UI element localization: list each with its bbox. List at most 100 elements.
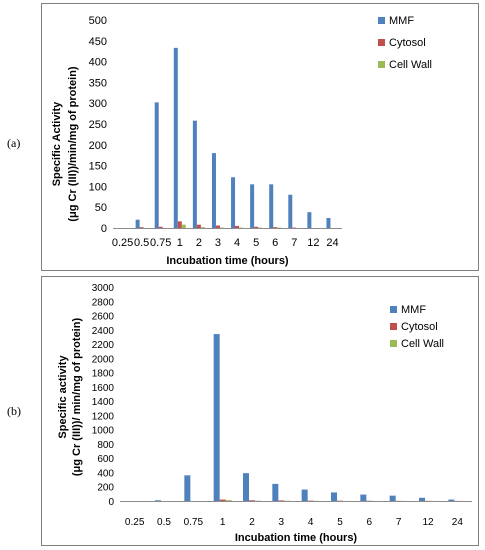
bar-cytosol [196, 224, 201, 228]
bar-cytosol [215, 225, 220, 228]
bar-cytosol [219, 499, 226, 501]
bar-mmf [213, 334, 220, 501]
x-tick-label: 24 [452, 517, 464, 528]
y-tick-label: 2000 [92, 354, 115, 365]
x-tick-label: 0.25 [112, 237, 133, 249]
x-tick-label: 24 [326, 237, 338, 249]
legend-swatch-cell-wall [390, 340, 397, 347]
bar-mmf [448, 499, 455, 501]
bar-cytosol [158, 226, 163, 228]
y-tick-label: 2800 [92, 297, 115, 308]
bar-mmf [154, 102, 159, 228]
panel-b-label: (b) [7, 404, 21, 418]
bar-cytosol [235, 225, 240, 228]
bar-mmf [135, 219, 140, 228]
y-tick-label: 100 [89, 181, 107, 193]
bar-mmf [184, 475, 191, 501]
y-tick-label: 1400 [92, 397, 115, 408]
y-tick-label: 50 [95, 202, 107, 214]
x-tick-label: 4 [308, 517, 314, 528]
legend-label-mmf: MMF [401, 304, 426, 316]
legend-swatch-cytosol [378, 39, 385, 46]
x-tick-label: 6 [272, 237, 278, 249]
legend-label-mmf: MMF [389, 15, 414, 27]
x-axis-title: Incubation time (hours) [166, 255, 289, 267]
x-tick-label: 0.25 [125, 517, 145, 528]
x-tick-label: 1 [177, 237, 183, 249]
x-tick-label: 0.75 [150, 237, 171, 249]
x-tick-label: 3 [215, 237, 221, 249]
y-tick-label: 350 [89, 77, 107, 89]
x-tick-label: 12 [422, 517, 434, 528]
bar-cytosol [249, 500, 255, 501]
bar-mmf [211, 153, 216, 228]
panel-a-frame [41, 3, 479, 271]
legend-label-cell-wall: Cell Wall [401, 338, 444, 350]
bar-mmf [231, 177, 236, 228]
bar-mmf [307, 212, 312, 228]
legend-swatch-cytosol [390, 323, 397, 330]
x-tick-label: 7 [396, 517, 402, 528]
y-axis-title-line-1: Specific activity [57, 355, 69, 439]
bar-mmf [288, 194, 293, 228]
y-tick-label: 400 [97, 468, 114, 479]
x-tick-label: 5 [253, 237, 259, 249]
x-tick-label: 3 [279, 517, 285, 528]
legend-label-cytosol: Cytosol [401, 321, 438, 333]
bar-mmf [243, 473, 249, 501]
panel-a-label: (a) [7, 136, 21, 150]
bar-mmf [173, 47, 178, 228]
legend-swatch-cell-wall [378, 61, 385, 68]
x-tick-label: 0.5 [134, 237, 149, 249]
bar-mmf [301, 489, 308, 501]
x-tick-label: 1 [220, 517, 226, 528]
bar-mmf [331, 492, 337, 501]
legend-swatch-mmf [390, 306, 397, 313]
x-tick-label: 5 [337, 517, 343, 528]
bar-mmf [419, 497, 425, 501]
bar-mmf [326, 218, 331, 228]
y-tick-label: 200 [97, 483, 114, 494]
x-tick-label: 0.5 [157, 517, 171, 528]
y-tick-label: 150 [89, 161, 107, 173]
bar-cell-wall [225, 500, 232, 501]
y-axis-title-line-1: Specific Activity [51, 101, 63, 186]
x-tick-label: 2 [249, 517, 255, 528]
x-tick-label: 4 [234, 237, 240, 249]
x-tick-label: 12 [307, 237, 319, 249]
bar-mmf [272, 483, 279, 501]
bar-mmf [360, 494, 367, 501]
x-tick-label: 6 [367, 517, 373, 528]
x-tick-label: 0.75 [184, 517, 204, 528]
y-tick-label: 2200 [92, 340, 115, 351]
y-tick-label: 400 [89, 57, 107, 69]
bar-cytosol [139, 227, 144, 228]
bar-cytosol [278, 500, 285, 501]
bar-mmf [192, 120, 197, 228]
bar-cell-wall [181, 224, 186, 228]
y-tick-label: 1800 [92, 369, 115, 380]
bar-cell-wall [200, 227, 205, 228]
y-tick-label: 2400 [92, 326, 115, 337]
bar-cytosol [254, 226, 259, 228]
y-tick-label: 1200 [92, 411, 115, 422]
chart-0: 0 50 100 150 200 250 300 350 400 450 500 0.25 0.5 0.7… [51, 15, 432, 267]
y-tick-label: 0 [101, 223, 107, 235]
bar-cytosol [273, 227, 278, 228]
y-tick-label: 1600 [92, 383, 115, 394]
x-tick-label: 7 [291, 237, 297, 249]
bar-cytosol [177, 221, 182, 228]
y-tick-label: 2600 [92, 312, 115, 323]
y-tick-label: 250 [89, 119, 107, 131]
y-tick-label: 300 [89, 98, 107, 110]
y-tick-label: 450 [89, 36, 107, 48]
y-tick-label: 800 [97, 440, 114, 451]
bar-mmf [269, 184, 274, 228]
bar-mmf [389, 495, 396, 501]
y-axis-title-line-2: (μg Cr (III))/ min/mg of protein) [71, 318, 83, 477]
legend-swatch-mmf [378, 17, 385, 24]
y-tick-label: 1000 [92, 426, 115, 437]
bar-mmf [155, 500, 161, 501]
y-tick-label: 0 [108, 497, 114, 508]
